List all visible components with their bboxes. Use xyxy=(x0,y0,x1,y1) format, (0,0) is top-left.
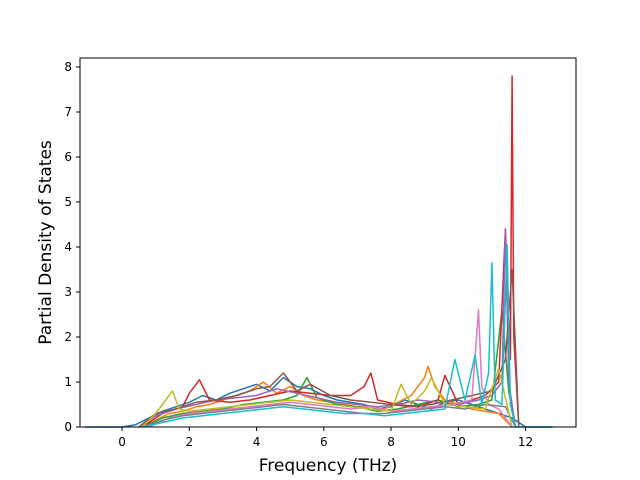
series-line-4 xyxy=(141,75,520,428)
y-tick-label: 0 xyxy=(64,420,72,434)
y-tick-label: 1 xyxy=(64,375,72,389)
y-tick-label: 8 xyxy=(64,60,72,74)
y-tick-label: 4 xyxy=(64,240,72,254)
x-axis-ticks: 0 2 4 6 8 10 12 xyxy=(118,427,533,449)
series-line-10 xyxy=(142,244,553,428)
y-tick-label: 7 xyxy=(64,105,72,119)
x-tick-label: 2 xyxy=(185,435,193,449)
y-tick-label: 5 xyxy=(64,195,72,209)
axes-frame xyxy=(79,57,577,428)
x-tick-label: 4 xyxy=(253,435,261,449)
series-line-8 xyxy=(141,403,517,428)
x-tick-label: 10 xyxy=(451,435,466,449)
y-tick-label: 2 xyxy=(64,330,72,344)
x-tick-label: 8 xyxy=(387,435,395,449)
y-axis-ticks: 0 1 2 3 4 5 6 7 8 xyxy=(64,60,80,434)
x-axis-label: Frequency (THz) xyxy=(259,456,398,476)
series-line-9 xyxy=(141,367,513,428)
y-axis-label: Partial Density of States xyxy=(36,140,56,345)
y-tick-label: 3 xyxy=(64,285,72,299)
x-tick-label: 6 xyxy=(320,435,328,449)
y-tick-label: 6 xyxy=(64,150,72,164)
series-line-3 xyxy=(141,309,517,428)
x-tick-label: 0 xyxy=(118,435,126,449)
series-layer xyxy=(85,75,553,428)
plot-area xyxy=(79,57,577,428)
x-tick-label: 12 xyxy=(518,435,533,449)
series-line-6 xyxy=(138,268,520,428)
